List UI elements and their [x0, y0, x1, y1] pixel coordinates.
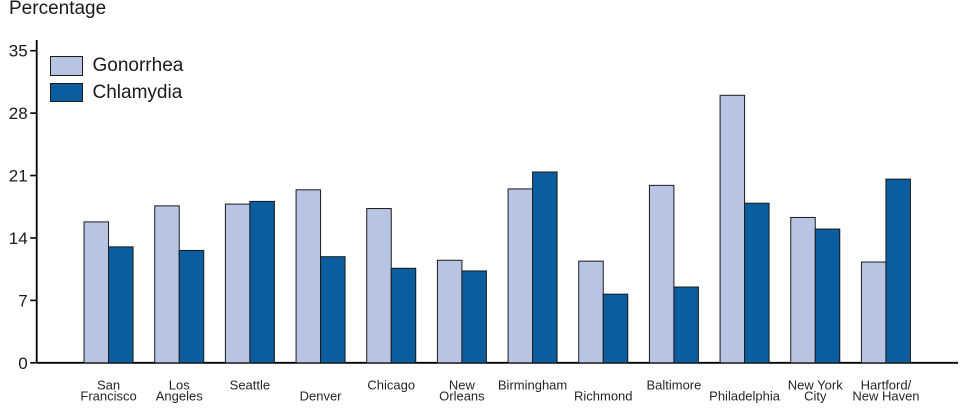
- svg-text:28: 28: [9, 104, 28, 123]
- svg-text:Baltimore: Baltimore: [646, 378, 701, 393]
- svg-text:21: 21: [9, 167, 28, 186]
- svg-text:0: 0: [18, 354, 27, 373]
- svg-text:Richmond: Richmond: [574, 389, 633, 404]
- svg-text:Seattle: Seattle: [230, 378, 270, 393]
- svg-text:Angeles: Angeles: [156, 389, 203, 404]
- svg-text:Birmingham: Birmingham: [498, 378, 567, 393]
- svg-text:7: 7: [18, 291, 27, 310]
- svg-text:Denver: Denver: [300, 389, 343, 404]
- svg-text:City: City: [804, 389, 827, 404]
- svg-text:35: 35: [9, 42, 28, 61]
- svg-text:14: 14: [9, 229, 28, 248]
- svg-text:New Haven: New Haven: [852, 389, 919, 404]
- svg-text:Philadelphia: Philadelphia: [709, 389, 781, 404]
- svg-text:Francisco: Francisco: [80, 389, 136, 404]
- svg-text:Chicago: Chicago: [367, 378, 415, 393]
- svg-text:Orleans: Orleans: [439, 389, 485, 404]
